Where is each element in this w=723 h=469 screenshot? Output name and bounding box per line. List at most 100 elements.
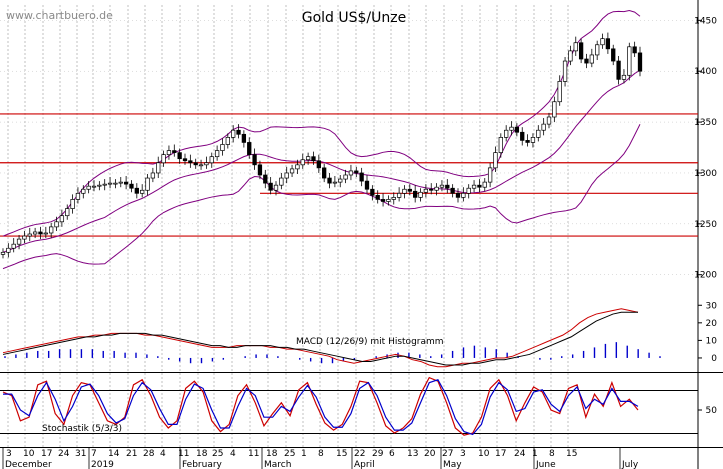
candle-body xyxy=(504,129,509,138)
candle-body xyxy=(150,172,156,179)
candle-body xyxy=(75,192,81,200)
candle-body xyxy=(32,231,38,235)
y-tick-label: 50 xyxy=(706,406,718,416)
x-day-label: 10 xyxy=(478,449,490,459)
candle-body xyxy=(520,131,525,141)
candle-body xyxy=(391,197,396,200)
candle-body xyxy=(525,140,530,143)
candle-body xyxy=(22,235,27,240)
x-day-label: 18 xyxy=(196,449,208,459)
candle-body xyxy=(316,160,321,169)
candle-body xyxy=(589,54,594,64)
bollinger-bands xyxy=(2,10,641,270)
candle-body xyxy=(364,180,370,190)
candle-body xyxy=(477,184,482,188)
candle-body xyxy=(220,144,225,151)
x-month-label: February xyxy=(182,460,223,469)
x-day-label: 4 xyxy=(230,449,236,459)
x-day-label: 15 xyxy=(336,449,347,459)
candle-body xyxy=(113,182,118,185)
candle-body xyxy=(498,137,503,153)
candle-body xyxy=(140,189,145,194)
candle-body xyxy=(263,174,268,184)
x-day-label: 20 xyxy=(424,449,436,459)
stochastic-line xyxy=(3,379,639,436)
x-day-label: 1 xyxy=(532,449,538,459)
candle-body xyxy=(466,187,471,194)
y-tick-label: 1350 xyxy=(694,118,717,128)
candle-body xyxy=(509,126,514,131)
x-day-label: 17 xyxy=(495,449,506,459)
candle-body xyxy=(605,38,611,50)
candle-body xyxy=(289,168,295,174)
candle-body xyxy=(402,188,407,194)
x-day-label: 15 xyxy=(566,449,577,459)
candle-body xyxy=(252,154,257,166)
candle-body xyxy=(461,192,466,198)
candle-body xyxy=(236,129,241,135)
candle-body xyxy=(616,60,621,80)
stochastic-line xyxy=(2,376,639,436)
candle-body xyxy=(102,183,107,186)
candle-body xyxy=(225,137,230,145)
candle-body xyxy=(600,38,605,46)
candle-body xyxy=(627,46,632,76)
candle-body xyxy=(439,184,445,188)
candle-body xyxy=(70,199,75,209)
y-tick-label: 10 xyxy=(706,336,718,346)
x-day-label: 17 xyxy=(41,449,52,459)
y-tick-label: 0 xyxy=(711,354,717,364)
x-day-label: 1 xyxy=(301,449,307,459)
candle-body xyxy=(38,231,43,235)
candle-body xyxy=(300,159,305,166)
candle-body xyxy=(375,194,380,200)
price-candles xyxy=(0,32,643,259)
x-day-label: 28 xyxy=(143,449,155,459)
x-month-label: July xyxy=(621,460,639,469)
x-day-label: 6 xyxy=(389,449,395,459)
candle-body xyxy=(445,184,450,189)
x-day-label: 11 xyxy=(178,449,189,459)
candle-body xyxy=(359,172,364,182)
x-day-label: 8 xyxy=(318,449,324,459)
candle-body xyxy=(129,183,134,189)
candle-body xyxy=(343,174,348,180)
chart-title: Gold US$/Unze xyxy=(302,10,406,26)
x-day-label: 18 xyxy=(266,449,278,459)
bollinger-upper xyxy=(2,10,641,237)
macd-line xyxy=(2,311,638,366)
x-day-label: 3 xyxy=(6,449,12,459)
candle-body xyxy=(568,50,573,62)
x-month-label: April xyxy=(354,460,375,469)
candle-body xyxy=(546,116,552,125)
candle-body xyxy=(413,190,418,198)
bollinger-lower xyxy=(2,124,641,270)
candle-body xyxy=(156,162,161,174)
candle-body xyxy=(386,199,391,202)
candle-body xyxy=(284,172,289,179)
candle-body xyxy=(279,177,284,186)
candle-body xyxy=(182,158,188,162)
candle-body xyxy=(145,177,150,191)
candle-body xyxy=(59,215,65,223)
candle-body xyxy=(450,187,455,194)
candle-body xyxy=(621,74,627,80)
candle-body xyxy=(268,182,273,191)
y-tick-label: 1250 xyxy=(694,220,717,230)
x-day-label: 3 xyxy=(460,449,466,459)
x-day-label: 14 xyxy=(108,449,120,459)
x-day-label: 24 xyxy=(58,449,70,459)
x-day-label: 21 xyxy=(126,449,137,459)
candle-body xyxy=(327,177,332,184)
candle-body xyxy=(97,184,102,187)
candle-body xyxy=(65,208,70,217)
x-day-label: 25 xyxy=(284,449,295,459)
watermark: www.chartbuero.de xyxy=(6,9,113,22)
x-day-label: 27 xyxy=(442,449,453,459)
candle-body xyxy=(166,150,172,155)
candle-body xyxy=(295,164,300,170)
x-day-label: 31 xyxy=(75,449,86,459)
candle-body xyxy=(49,226,54,234)
candle-body xyxy=(455,192,461,198)
y-tick-label: 20 xyxy=(706,319,718,329)
